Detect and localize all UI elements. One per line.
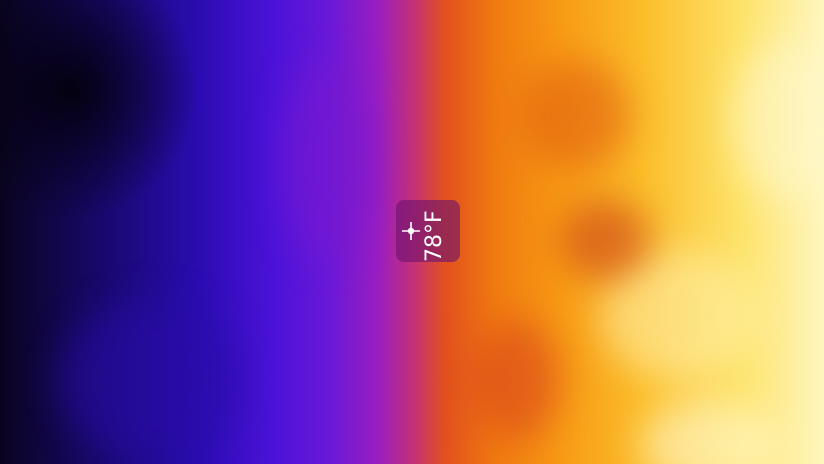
thermal-hotspot: [730, 40, 824, 200]
thermal-cool-patch: [60, 300, 240, 460]
thermal-warm-patch: [520, 60, 630, 170]
thermal-cold-region: [0, 0, 200, 220]
thermal-hotspot: [640, 400, 780, 464]
crosshair-icon: [402, 222, 420, 240]
thermal-warm-patch: [560, 200, 650, 280]
thermal-warm-patch: [470, 320, 560, 440]
temperature-readout: 78°F: [422, 210, 447, 262]
spot-meter: 78°F: [396, 200, 460, 262]
thermal-cool-patch: [280, 60, 370, 260]
